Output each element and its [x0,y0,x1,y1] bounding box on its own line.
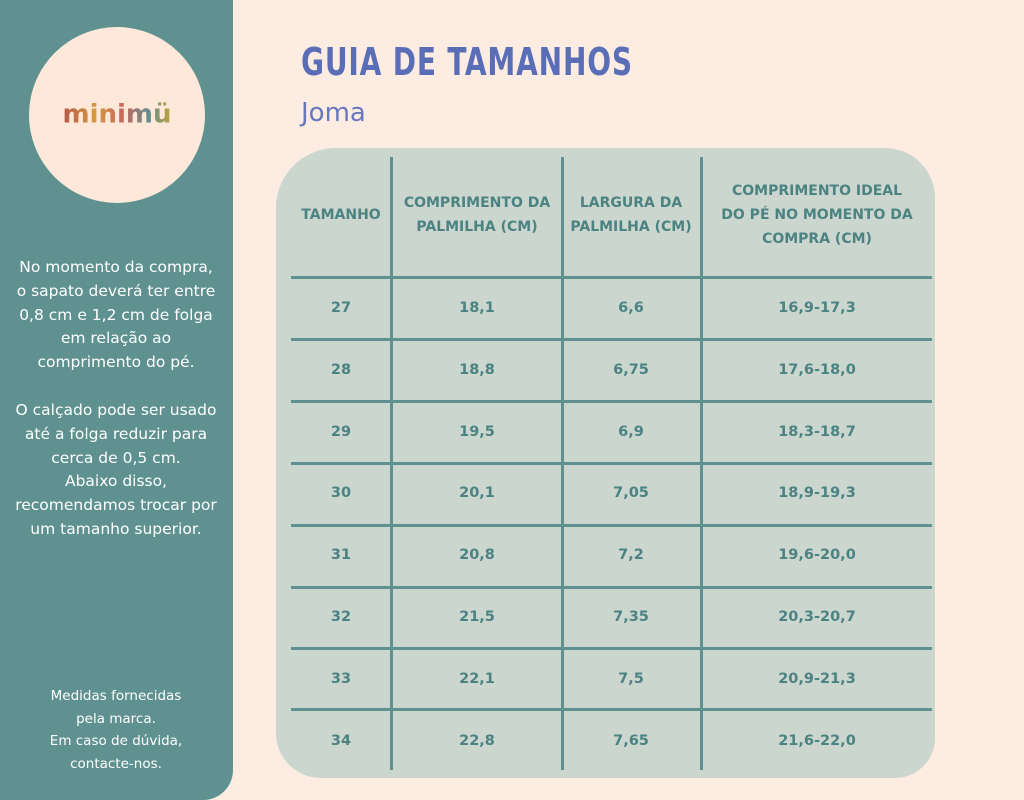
table-cell: 20,3-20,7 [778,609,856,625]
sidebar-text: 0,8 cm e 1,2 cm de folga [19,305,213,324]
sidebar-text: recomendamos trocar por [15,496,217,515]
table-cell: 17,6-18,0 [778,361,856,378]
footer-text: contacte-nos. [70,755,162,772]
table-cell: 6,75 [613,361,649,378]
row-divider [291,337,932,341]
table-cell: 7,5 [618,670,644,687]
column-header: COMPRA (CM) [762,231,872,247]
footer-text: Medidas fornecidas [50,688,182,704]
sidebar-text: No momento da compra, [19,258,213,276]
sidebar-text: até a folga reduzir para [24,424,208,443]
table-cell: 20,8 [459,547,495,564]
table-cell: 7,05 [613,485,649,502]
column-header: DO PÉ NO MOMENTO DA [721,207,913,223]
table-cell: 22,1 [459,670,495,687]
sidebar-text: O calçado pode ser usado [15,401,217,419]
table-cell: 31 [330,547,352,564]
table-cell: 18,9-19,3 [778,485,856,502]
column-header: PALMILHA (CM) [416,219,538,235]
table-cell: 27 [330,300,352,316]
table-cell: 6,6 [618,300,644,316]
logo-circle [29,27,205,203]
footer-text: pela marca. [76,710,156,727]
table-cell: 18,8 [459,361,495,378]
column-header: PALMILHA (CM) [570,219,692,235]
row-divider [291,275,932,279]
table-cell: 20,9-21,3 [778,670,856,687]
table-cell: 20,1 [459,485,495,502]
table-cell: 34 [330,732,352,749]
sidebar-text: em relação ao [60,329,172,348]
sidebar-text: o sapato deverá ter entre [16,281,216,300]
table-cell: 7,2 [618,547,644,564]
table-cell: 18,1 [459,300,495,316]
logo: minimü [62,100,171,130]
table-cell: 22,8 [459,732,495,749]
logo-text: minimü [62,100,171,130]
column-header: COMPRIMENTO IDEAL [731,183,903,199]
subtitle: Joma [301,98,366,128]
table-cell: 19,5 [459,423,495,440]
table-cell: 21,5 [459,609,495,625]
table-cell: 16,9-17,3 [778,300,856,316]
row-divider [291,461,932,465]
table-cell: 32 [330,609,352,625]
table-cell: 28 [330,361,352,378]
sidebar-text: Abaixo disso, [64,472,168,491]
table-cell: 33 [330,670,352,687]
row-divider [291,646,932,650]
table-cell: 7,35 [613,609,649,625]
table-cell: 21,6-22,0 [778,732,856,749]
table-cell: 30 [330,485,352,502]
column-header: LARGURA DA [579,195,683,211]
sidebar-text: um tamanho superior. [30,520,202,538]
row-divider [291,585,932,589]
column-header: COMPRIMENTO DA [403,195,551,211]
row-divider [291,399,932,403]
table-cell: 18,3-18,7 [778,423,856,440]
sidebar-text: comprimento do pé. [37,353,195,372]
table-cell: 19,6-20,0 [778,547,856,564]
table-cell: 7,65 [613,732,649,749]
sidebar-text: cerca de 0,5 cm. [51,448,181,467]
table-cell: 6,9 [618,423,644,440]
title: GUIA DE TAMANHOS [301,40,633,84]
column-header: TAMANHO [301,207,381,223]
row-divider [291,523,932,527]
footer-text: Em caso de dúvida, [49,733,183,749]
row-divider [291,707,932,711]
table-cell: 29 [330,423,352,440]
